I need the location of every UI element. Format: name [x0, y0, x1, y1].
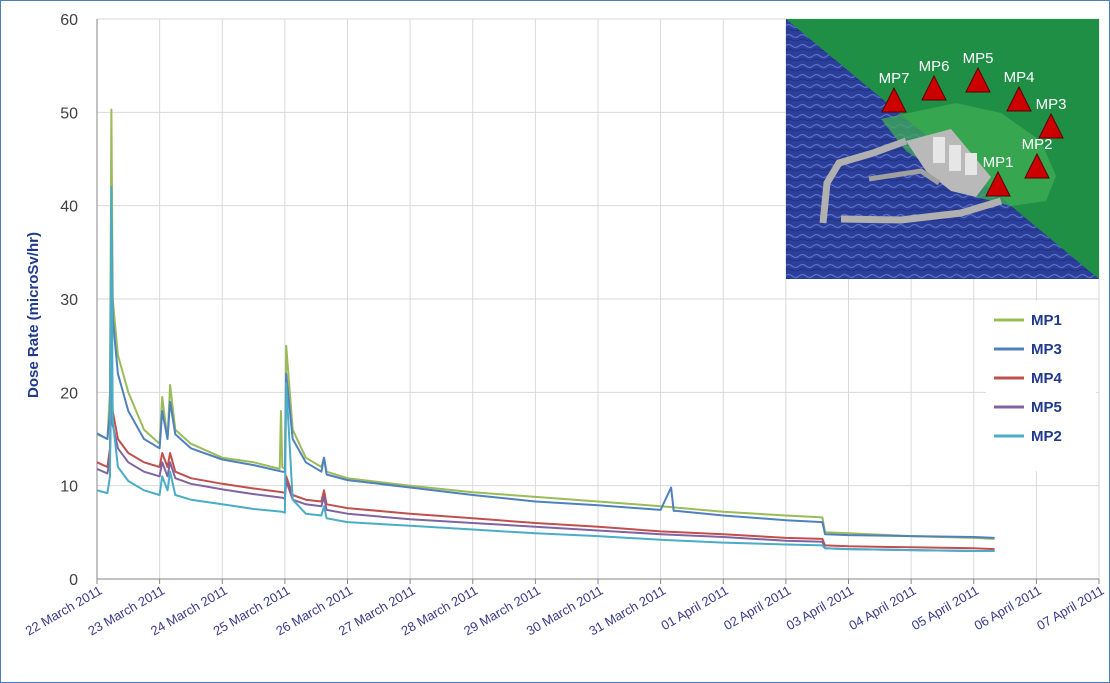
y-tick-label: 60: [60, 12, 78, 29]
y-tick-label: 40: [60, 199, 78, 216]
marker-triangle-mp1: [985, 170, 1011, 197]
series-line-mp4: [96, 363, 995, 551]
marker-triangle-mp3: [1038, 112, 1064, 139]
x-tick-label: 02 April 2011: [721, 583, 793, 633]
series-lines: [96, 108, 995, 552]
series-line-mp5: [96, 382, 995, 552]
marker-triangle-mp5: [965, 66, 991, 93]
marker-triangle-mp2: [1024, 152, 1050, 179]
x-tick-label: 07 April 2011: [1034, 583, 1106, 633]
legend: MP1 MP3 MP4 MP5 MP2: [986, 301, 1096, 471]
series-line-mp3: [96, 204, 995, 539]
series-line-mp2: [96, 186, 995, 552]
x-tick-label: 05 April 2011: [909, 583, 981, 633]
marker-label-mp7: MP7: [879, 70, 910, 87]
x-tick-label: 06 April 2011: [971, 583, 1043, 633]
x-tick-label: 03 April 2011: [784, 583, 856, 633]
y-tick-label: 20: [60, 385, 78, 402]
legend-label-mp5: MP5: [1031, 399, 1062, 416]
grid: [96, 18, 1100, 580]
y-axis-label: Dose Rate (microSv/hr): [25, 232, 42, 398]
x-tick-label: 01 April 2011: [658, 583, 730, 633]
marker-label-mp1: MP1: [983, 154, 1014, 171]
legend-label-mp1: MP1: [1031, 312, 1062, 329]
inset-breakwater-north: [819, 137, 908, 224]
marker-triangle-mp7: [881, 86, 907, 113]
y-tick-label: 10: [60, 479, 78, 496]
inset-inner-pier: [868, 168, 941, 186]
y-tick-label: 30: [60, 292, 78, 309]
marker-label-mp2: MP2: [1022, 136, 1053, 153]
legend-label-mp3: MP3: [1031, 341, 1062, 358]
marker-label-mp5: MP5: [963, 50, 994, 67]
inset-breakwater-south: [840, 197, 1003, 224]
inset-plant-area: [906, 129, 991, 197]
marker-label-mp3: MP3: [1036, 96, 1067, 113]
marker-label-mp4: MP4: [1004, 69, 1035, 86]
inset-building: [965, 153, 977, 175]
x-tick-label: 04 April 2011: [846, 583, 918, 633]
inset-building: [933, 137, 945, 163]
inset-building: [949, 145, 961, 171]
legend-label-mp2: MP2: [1031, 428, 1062, 445]
legend-label-mp4: MP4: [1031, 370, 1063, 387]
marker-label-mp6: MP6: [919, 58, 950, 75]
marker-triangle-mp4: [1006, 85, 1032, 112]
legend-box: [986, 301, 1096, 471]
y-tick-label: 50: [60, 105, 78, 122]
marker-triangle-mp6: [921, 74, 947, 101]
y-tick-label: 0: [69, 572, 78, 589]
